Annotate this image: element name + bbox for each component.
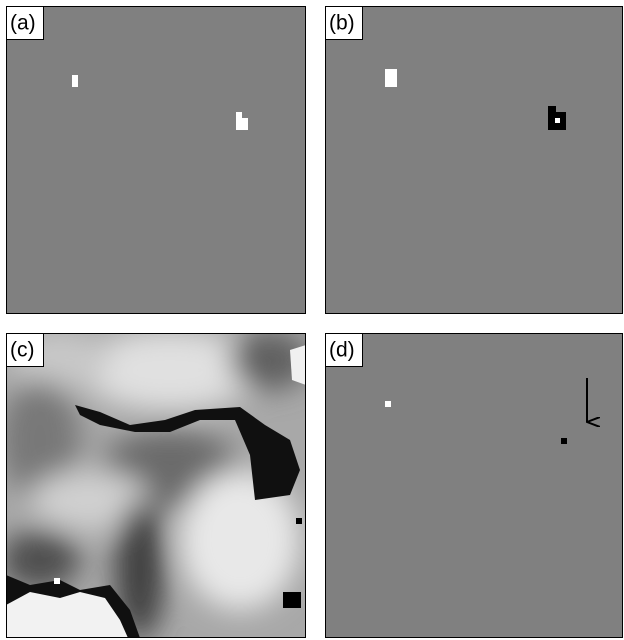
- spot: [236, 118, 248, 130]
- spot: [236, 112, 242, 120]
- spot: [555, 118, 560, 123]
- panel-c: (c): [6, 333, 306, 638]
- spot: [385, 401, 391, 407]
- bright-region: [6, 592, 128, 638]
- label-box: [325, 6, 363, 40]
- spot: [72, 75, 78, 87]
- panel-label: (b): [329, 12, 355, 35]
- dark-region: [296, 518, 302, 524]
- spot: [548, 106, 556, 114]
- panel-label: (d): [329, 339, 355, 362]
- bright-region: [54, 578, 60, 584]
- panel-label: (c): [10, 339, 35, 362]
- dark-region: [75, 405, 300, 500]
- spot: [385, 69, 397, 87]
- image: [325, 6, 623, 314]
- spot: [561, 438, 567, 444]
- panel-d: (d): [325, 333, 623, 638]
- label-box: [6, 333, 44, 367]
- panel-b: (b): [325, 6, 623, 314]
- bright-region: [290, 345, 306, 385]
- label-box: [325, 333, 363, 367]
- frame: [6, 333, 306, 638]
- label-box: [6, 6, 44, 40]
- image: [6, 6, 306, 314]
- panel-a: (a): [6, 6, 306, 314]
- dark-region: [283, 592, 301, 608]
- image: [325, 333, 623, 638]
- panel-label: (a): [10, 12, 36, 35]
